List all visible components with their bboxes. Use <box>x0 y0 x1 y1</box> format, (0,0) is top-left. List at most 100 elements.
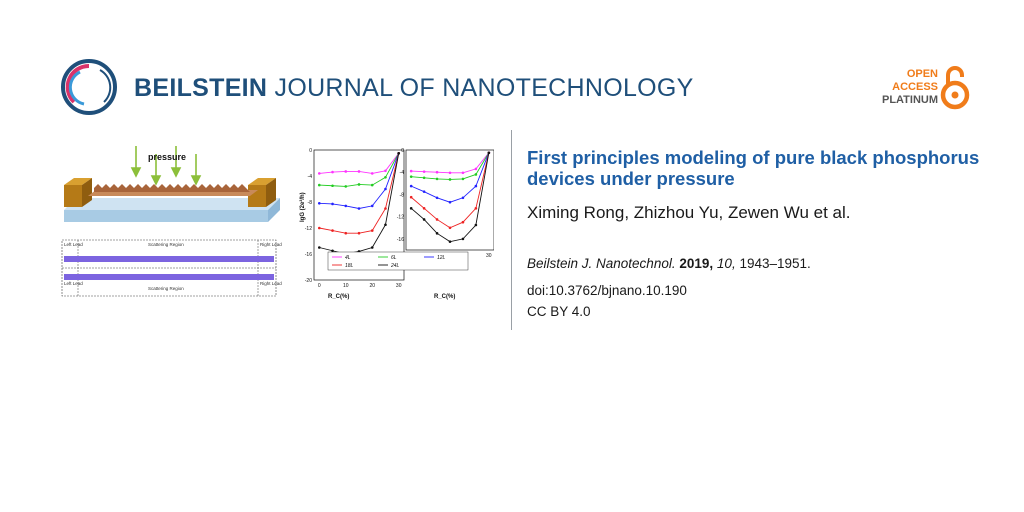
x-axis-label-right: R_C(%) <box>434 294 455 300</box>
x-axis-label-left: R_C(%) <box>328 294 349 300</box>
plot-frame-1 <box>313 149 405 281</box>
data-point-12L <box>474 184 478 188</box>
data-point-24L <box>409 207 413 210</box>
y-tick-label: -8 <box>308 200 313 206</box>
data-point-12L <box>448 200 452 204</box>
data-point-12L <box>422 190 426 193</box>
data-point-4L <box>331 170 334 174</box>
data-point-6L <box>435 177 439 181</box>
series-line-6L <box>411 152 490 180</box>
scattering-label-top: Scattering Region <box>148 242 184 247</box>
y-tick-label: -20 <box>305 278 312 284</box>
y-tick-label: -16 <box>397 237 404 243</box>
y-tick-label: -4 <box>400 170 405 176</box>
data-point-24L <box>397 151 401 155</box>
data-point-18L <box>357 231 361 235</box>
data-point-18L <box>461 220 465 224</box>
y-tick-label: -12 <box>305 226 312 232</box>
legend-label-24L: 24L <box>390 263 400 269</box>
data-point-4L <box>422 170 426 173</box>
x-tick-label: 20 <box>369 283 375 289</box>
scattering-label-bottom: Scattering Region <box>148 286 184 291</box>
data-point-6L <box>422 176 426 180</box>
data-point-6L <box>344 185 348 188</box>
legend-label-12L: 12L <box>437 255 446 261</box>
citation-pages: 1943–1951. <box>739 256 811 271</box>
x-tick-label: 30 <box>486 253 492 259</box>
atom-chains <box>64 256 274 280</box>
data-point-6L <box>384 176 387 179</box>
series-line-6L <box>319 153 400 187</box>
data-point-4L <box>317 172 321 175</box>
x-tick-label: 30 <box>396 283 402 289</box>
data-point-12L <box>409 184 413 188</box>
data-point-24L <box>370 246 374 249</box>
data-point-18L <box>409 195 413 199</box>
data-point-24L <box>317 246 321 249</box>
license-label: CC BY 4.0 <box>527 304 591 319</box>
data-point-6L <box>331 184 334 188</box>
data-point-4L <box>409 169 413 173</box>
oa-line-open: OPEN <box>906 68 938 80</box>
legend-label-18L: 18L <box>345 263 354 269</box>
data-point-18L <box>435 218 439 221</box>
data-point-12L <box>331 202 334 206</box>
data-point-12L <box>370 204 374 208</box>
y-tick-label: -12 <box>397 215 404 221</box>
oa-line-platinum: PLATINUM <box>881 94 938 106</box>
y-tick-label: -4 <box>308 174 313 180</box>
series-line-12L <box>319 153 400 209</box>
citation-journal: Beilstein J. Nanotechnol. <box>527 256 676 271</box>
data-point-4L <box>461 171 465 175</box>
data-point-12L <box>461 196 465 200</box>
plot-frame-2 <box>405 149 494 251</box>
y-tick-label: -16 <box>305 252 312 258</box>
journal-name[interactable]: BEILSTEIN JOURNAL OF NANOTECHNOLOGY <box>134 74 694 103</box>
data-point-24L <box>384 223 387 227</box>
data-point-24L <box>461 237 465 241</box>
data-point-4L <box>448 171 452 175</box>
data-point-18L <box>370 229 374 232</box>
data-point-4L <box>474 167 478 171</box>
data-point-24L <box>331 249 334 253</box>
data-point-6L <box>370 183 374 187</box>
data-point-24L <box>422 218 426 221</box>
doi-link[interactable]: doi:10.3762/bjnano.10.190 <box>527 283 687 298</box>
y-axis-label: lgG (2e²/h) <box>299 192 306 222</box>
citation-year: 2019, <box>679 256 714 271</box>
conductance-plots-figure: lgG (2e²/h) R_C(%) R_C(%) 0 -4 -8 -12 -16 -20… <box>299 148 494 300</box>
data-point-18L <box>422 207 426 210</box>
y-tick-label: 0 <box>401 148 404 154</box>
data-point-24L <box>487 151 491 155</box>
legend-label-4L: 4L <box>345 255 351 261</box>
device-schematic-figure: pressure Left Lead Right Lead Scattering… <box>61 146 282 297</box>
data-point-4L <box>370 172 374 175</box>
right-lead-label-bottom: Right Lead <box>260 281 282 286</box>
article-authors: Ximing Rong, Zhizhou Yu, Zewen Wu et al. <box>527 203 851 222</box>
data-point-18L <box>331 229 334 232</box>
data-point-18L <box>384 207 387 210</box>
legend-label-6L: 6L <box>391 255 397 261</box>
citation: Beilstein J. Nanotechnol. 2019, 10, 1943… <box>527 256 811 271</box>
article-title[interactable]: First principles modeling of pure black … <box>527 147 980 189</box>
data-point-18L <box>317 226 321 230</box>
data-point-12L <box>344 204 348 208</box>
data-point-6L <box>474 173 478 176</box>
series-line-18L <box>319 153 400 234</box>
data-point-12L <box>435 196 439 200</box>
journal-name-rest: JOURNAL OF NANOTECHNOLOGY <box>267 74 694 102</box>
data-point-24L <box>448 240 452 243</box>
data-point-12L <box>384 187 387 191</box>
data-point-6L <box>357 183 361 186</box>
right-lead-label-top: Right Lead <box>260 242 282 247</box>
data-point-6L <box>461 177 465 181</box>
series-line-4L <box>411 152 490 174</box>
data-point-4L <box>357 170 361 173</box>
left-lead-label-bottom: Left Lead <box>64 281 83 286</box>
data-point-18L <box>344 231 348 235</box>
data-point-12L <box>357 207 361 210</box>
data-point-12L <box>317 202 321 205</box>
data-point-6L <box>317 183 321 187</box>
data-point-4L <box>344 170 348 173</box>
data-point-18L <box>474 207 478 210</box>
